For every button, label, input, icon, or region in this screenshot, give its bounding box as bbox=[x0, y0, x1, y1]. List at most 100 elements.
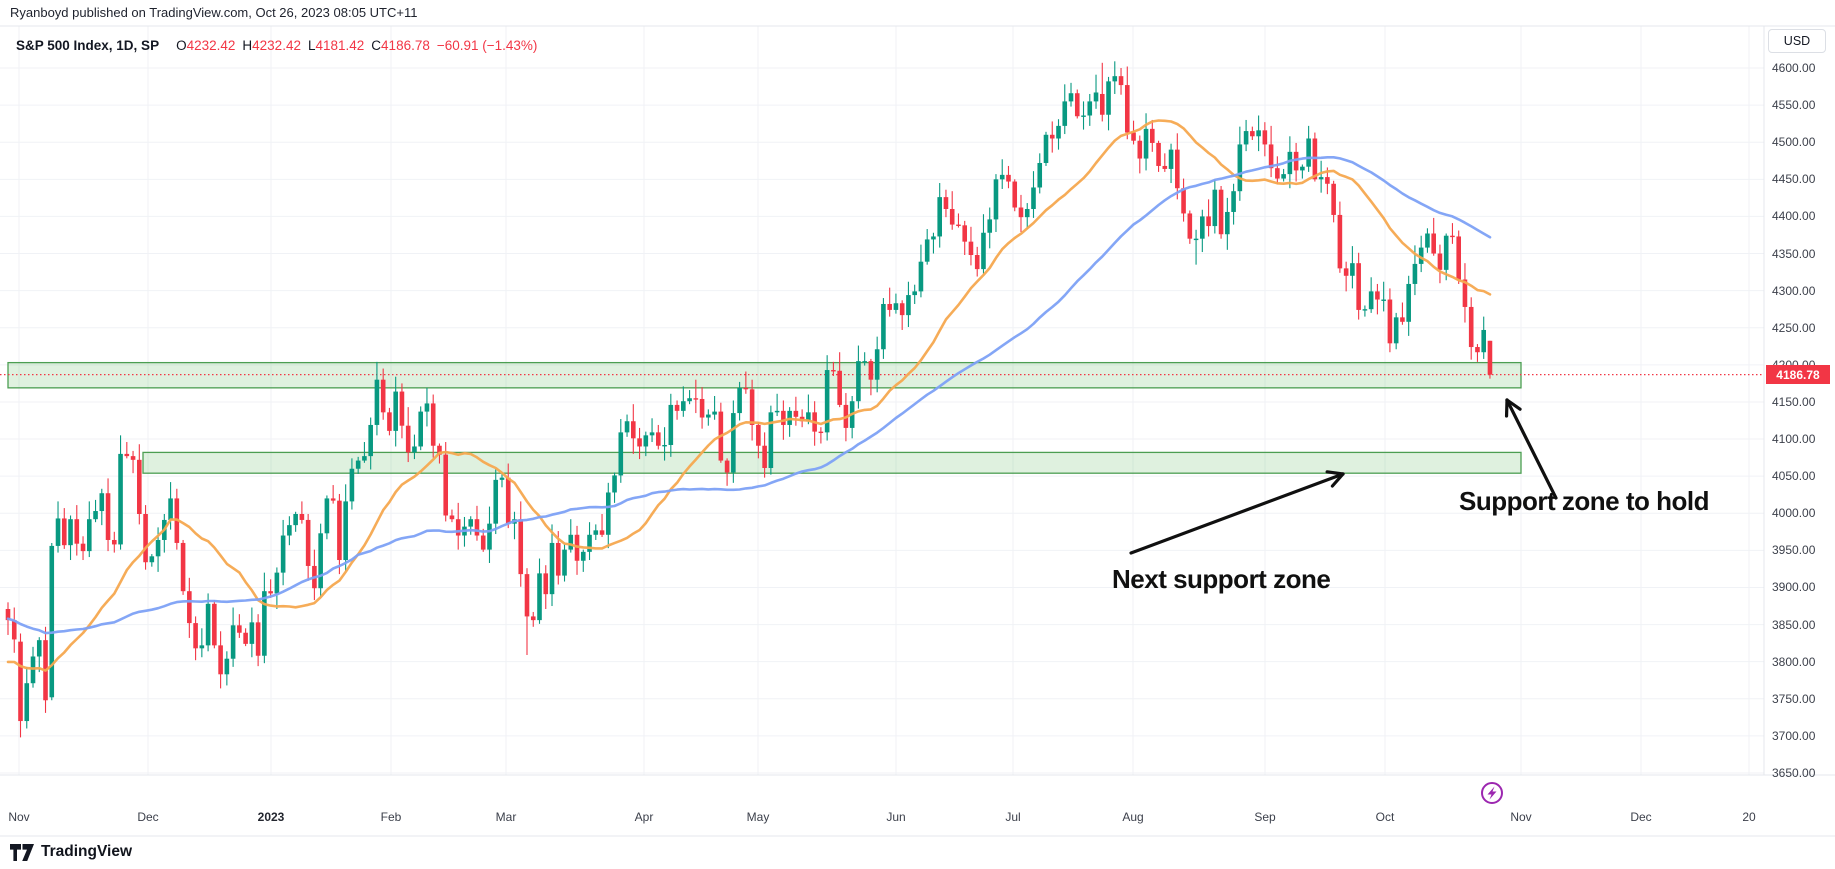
candle-body bbox=[924, 239, 930, 262]
candle-body bbox=[299, 514, 305, 520]
candle-body bbox=[1093, 92, 1099, 102]
candle-body bbox=[1325, 177, 1330, 184]
candle-body bbox=[268, 591, 273, 594]
candle-body bbox=[1375, 291, 1380, 300]
open-value: 4232.42 bbox=[186, 38, 236, 53]
candle-body bbox=[430, 403, 436, 446]
candle-body bbox=[399, 391, 405, 426]
candle-body bbox=[824, 370, 830, 433]
price-axis-label: 3700.00 bbox=[1772, 728, 1816, 743]
candle-body bbox=[568, 534, 574, 550]
candle-body bbox=[1175, 149, 1180, 189]
candle-body bbox=[305, 519, 311, 566]
candle-body bbox=[1087, 101, 1093, 116]
candle-body bbox=[624, 421, 630, 433]
candle-body bbox=[1456, 236, 1461, 280]
candle-body bbox=[1443, 235, 1449, 270]
candle-body bbox=[1187, 213, 1193, 239]
candle-body bbox=[1318, 177, 1324, 180]
candle-body bbox=[731, 413, 736, 473]
candle-body bbox=[1450, 235, 1455, 238]
candle-body bbox=[499, 477, 505, 480]
candle-body bbox=[1275, 168, 1280, 179]
candle-body bbox=[112, 539, 117, 545]
candle-body bbox=[656, 432, 661, 446]
candle-body bbox=[349, 468, 355, 502]
candle-body bbox=[1250, 131, 1255, 137]
last-price-tag: 4186.78 bbox=[1766, 365, 1830, 384]
tradingview-logo-icon[interactable] bbox=[10, 843, 34, 861]
candle-body bbox=[756, 424, 761, 446]
candle-body bbox=[549, 542, 555, 595]
time-axis-label: Oct bbox=[1375, 810, 1395, 824]
candle-body bbox=[249, 622, 255, 644]
candle-body bbox=[274, 572, 280, 594]
candle-body bbox=[293, 514, 298, 526]
annotation-arrowhead bbox=[1325, 470, 1345, 476]
candle-body bbox=[480, 535, 486, 550]
candle-body bbox=[1106, 81, 1111, 115]
candle-body bbox=[374, 379, 380, 425]
time-axis-label: Jul bbox=[1005, 810, 1021, 824]
candle-body bbox=[1181, 188, 1186, 214]
candle-body bbox=[1262, 130, 1268, 145]
candle-body bbox=[224, 658, 230, 675]
candle-body bbox=[1118, 76, 1124, 86]
candle-body bbox=[1156, 142, 1161, 166]
candle-body bbox=[1400, 317, 1405, 322]
candle-body bbox=[193, 623, 198, 649]
candle-body bbox=[1018, 207, 1024, 218]
candle-body bbox=[562, 549, 567, 576]
currency-button[interactable]: USD bbox=[1768, 29, 1826, 53]
candle-body bbox=[11, 620, 17, 640]
candle-body bbox=[530, 616, 536, 621]
time-axis-label: Apr bbox=[634, 810, 654, 824]
candle-body bbox=[1475, 347, 1480, 353]
candle-body bbox=[1468, 306, 1474, 348]
candle-body bbox=[1024, 209, 1030, 218]
price-axis-label: 4600.00 bbox=[1772, 61, 1816, 75]
candle-body bbox=[662, 444, 667, 447]
time-axis-label: Dec bbox=[137, 810, 159, 824]
candle-body bbox=[1406, 283, 1411, 322]
symbol-title[interactable]: S&P 500 Index, 1D, SP bbox=[16, 38, 160, 53]
candle-body bbox=[974, 255, 980, 270]
publish-header: Ryanboyd published on TradingView.com, O… bbox=[10, 5, 418, 20]
time-axis-label: Nov bbox=[1510, 810, 1532, 824]
candle-body bbox=[981, 232, 986, 270]
candle-body bbox=[893, 303, 899, 310]
tradingview-brand-text[interactable]: TradingView bbox=[41, 843, 133, 860]
candle-body bbox=[862, 361, 867, 363]
candle-body bbox=[649, 432, 655, 436]
footer-branding[interactable]: TradingView bbox=[10, 843, 132, 861]
candle-body bbox=[55, 518, 61, 546]
price-axis-label: 4450.00 bbox=[1772, 172, 1816, 187]
candle-body bbox=[424, 403, 430, 412]
candle-body bbox=[99, 493, 105, 512]
candle-body bbox=[74, 519, 80, 544]
candle-body bbox=[218, 645, 223, 675]
low-label: L bbox=[307, 38, 316, 53]
candle-body bbox=[612, 475, 617, 493]
candle-body bbox=[1081, 115, 1086, 117]
candle-body bbox=[918, 261, 924, 292]
candle-body bbox=[1006, 174, 1011, 182]
candle-body bbox=[1056, 125, 1061, 139]
candle-body bbox=[543, 573, 549, 595]
candle-body bbox=[1206, 216, 1211, 227]
time-axis-label: May bbox=[746, 810, 770, 824]
candle-body bbox=[587, 534, 592, 552]
candle-body bbox=[1368, 291, 1374, 310]
candle-body bbox=[143, 514, 148, 563]
candle-body bbox=[593, 530, 599, 535]
candle-body bbox=[681, 401, 686, 411]
candle-body bbox=[1043, 134, 1049, 163]
candle-body bbox=[468, 519, 474, 527]
candle-body bbox=[93, 511, 98, 520]
candle-body bbox=[262, 591, 267, 656]
time-axis-label: Mar bbox=[495, 810, 517, 824]
price-axis-label: 3750.00 bbox=[1772, 691, 1816, 706]
time-axis-label: 2023 bbox=[257, 810, 285, 824]
candle-body bbox=[937, 197, 942, 237]
